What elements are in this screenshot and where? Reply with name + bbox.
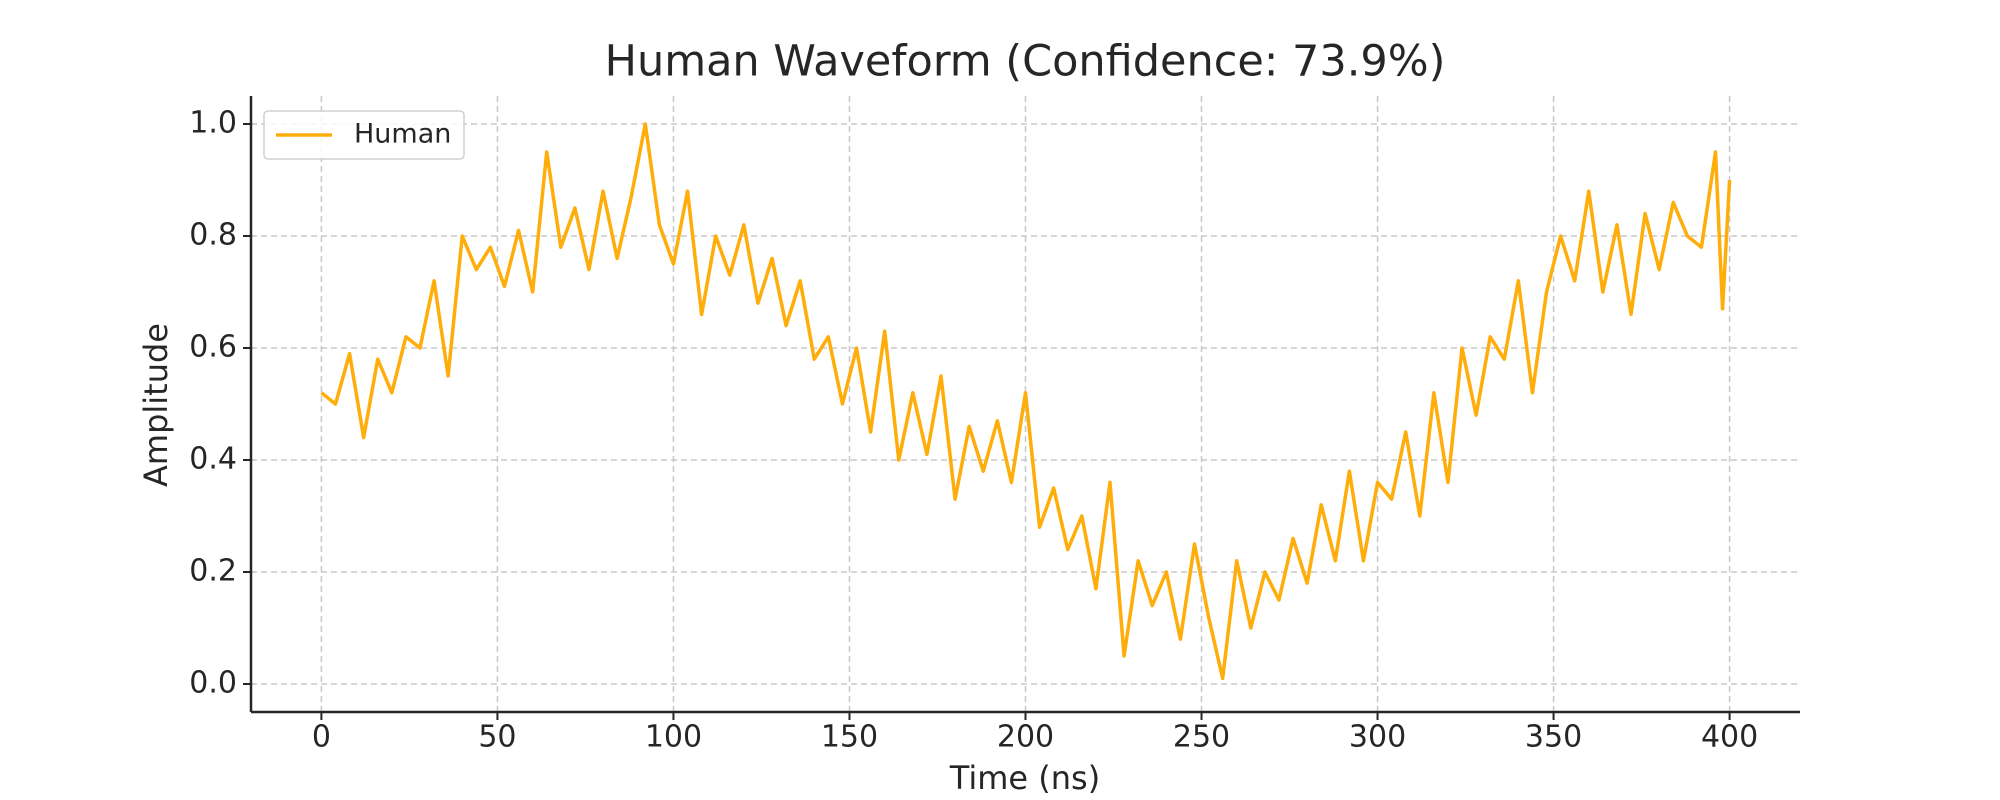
x-tick-label: 150 [821,720,878,755]
x-tick-label: 0 [312,720,331,755]
y-tick-label: 0.2 [189,554,237,589]
x-tick-label: 350 [1525,720,1582,755]
y-tick-label: 1.0 [189,106,237,141]
chart-title: Human Waveform (Confidence: 73.9%) [605,37,1446,87]
x-tick-label: 300 [1349,720,1406,755]
y-tick-label: 0.0 [189,666,237,701]
y-tick-label: 0.4 [189,442,237,477]
x-tick-label: 50 [478,720,516,755]
data-line [320,122,1732,681]
x-tick-label: 100 [645,720,702,755]
x-tick-label: 400 [1701,720,1758,755]
y-tick-label: 0.8 [189,218,237,253]
y-axis-label: Amplitude [137,323,175,487]
x-tick-label: 250 [1173,720,1230,755]
legend-box [263,110,465,160]
y-tick-label: 0.6 [189,330,237,365]
x-tick-label: 200 [997,720,1054,755]
legend-label: Human [354,119,451,150]
x-axis-label: Time (ns) [949,759,1100,797]
